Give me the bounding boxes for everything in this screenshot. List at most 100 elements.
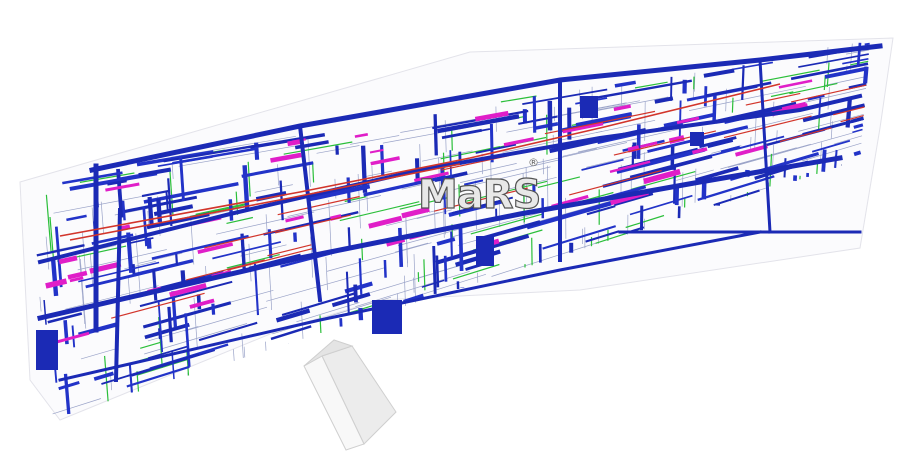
duct-segment xyxy=(142,301,232,329)
light-pipe-segment xyxy=(326,242,432,272)
magenta-pipe-segment xyxy=(58,255,78,265)
duct-segment xyxy=(712,93,717,124)
light-pipe-segment xyxy=(454,166,551,190)
green-pipe-segment xyxy=(283,141,353,155)
green-pipe-segment xyxy=(500,95,537,103)
duct-segment xyxy=(614,80,636,88)
green-pipe-segment xyxy=(45,194,52,252)
duct-segment xyxy=(270,325,312,341)
light-pipe-segment xyxy=(746,112,813,130)
magenta-pipe-segment xyxy=(413,171,449,183)
light-pipe-segment xyxy=(824,76,868,86)
duct-segment xyxy=(36,244,85,257)
duct-segment xyxy=(63,373,71,415)
registered-mark: ® xyxy=(528,156,539,169)
light-pipe-segment xyxy=(497,176,557,193)
magenta-pipe-segment xyxy=(285,215,304,223)
light-pipe-segment xyxy=(644,101,646,141)
mars-logo-text: MaRS xyxy=(418,172,540,218)
light-pipe-segment xyxy=(834,135,863,145)
duct-segment xyxy=(93,371,115,381)
red-pipe-segment xyxy=(779,127,832,143)
light-pipe-segment xyxy=(460,159,561,183)
magenta-pipe-segment xyxy=(368,215,403,229)
light-pipe-segment xyxy=(190,220,195,265)
duct-segment xyxy=(165,190,169,212)
duct-segment xyxy=(581,158,624,171)
light-pipe-segment xyxy=(254,184,293,193)
magenta-pipe-segment xyxy=(105,182,140,192)
light-pipe-segment xyxy=(502,130,603,153)
green-pipe-segment xyxy=(186,350,190,376)
green-pipe-segment xyxy=(137,358,190,376)
light-pipe-segment xyxy=(328,199,332,256)
magenta-pipe-segment xyxy=(287,139,301,147)
duct-segment xyxy=(141,189,170,198)
magenta-pipe-segment xyxy=(627,145,640,153)
green-pipe-segment xyxy=(361,238,364,261)
duct-segment xyxy=(121,200,126,221)
duct-segment xyxy=(421,279,445,288)
duct-segment xyxy=(699,136,737,149)
magenta-pipe-segment xyxy=(369,148,384,154)
duct-segment xyxy=(443,255,448,282)
mars-logo: MaRS ® xyxy=(417,156,542,219)
light-pipe-segment xyxy=(325,256,328,291)
light-pipe-segment xyxy=(65,285,159,310)
light-pipe-segment xyxy=(421,150,473,162)
light-pipe-segment xyxy=(830,121,833,139)
duct-segment xyxy=(575,111,633,128)
duct-segment xyxy=(198,321,258,342)
light-pipe-segment xyxy=(265,214,268,235)
duct-segment xyxy=(398,227,404,267)
green-pipe-segment xyxy=(761,69,820,82)
duct-segment xyxy=(66,214,87,222)
duct-segment xyxy=(308,184,371,202)
duct-segment xyxy=(131,264,136,276)
light-pipe-segment xyxy=(277,164,279,186)
duct-segment xyxy=(58,380,80,391)
light-pipe-segment xyxy=(413,277,415,293)
duct-segment xyxy=(253,263,260,316)
magenta-pipe-segment xyxy=(781,101,806,110)
duct-segment xyxy=(275,308,311,323)
duct-segment xyxy=(345,271,350,314)
duct-segment xyxy=(147,196,154,228)
light-pipe-segment xyxy=(138,252,183,264)
duct-segment xyxy=(139,280,233,308)
magenta-pipe-segment xyxy=(69,276,84,283)
duct-segment xyxy=(790,62,869,81)
light-pipe-segment xyxy=(53,194,149,214)
red-pipe-segment xyxy=(433,187,528,212)
light-pipe-segment xyxy=(366,170,392,177)
duct-segment xyxy=(167,306,173,343)
equipment-blocks xyxy=(36,96,704,370)
light-pipe-segment xyxy=(827,86,830,110)
light-pipe-segment xyxy=(798,113,864,132)
duct-segment xyxy=(172,147,257,165)
duct-segment xyxy=(281,292,356,317)
duct-segment xyxy=(807,94,825,101)
red-pipe-segment xyxy=(277,195,360,216)
duct-segment xyxy=(842,57,869,65)
duct-segment xyxy=(848,82,867,90)
light-pipe-segment xyxy=(491,242,597,277)
magenta-pipe-segment xyxy=(668,135,685,144)
light-pipe-segment xyxy=(400,117,482,133)
duct-segment xyxy=(713,189,760,207)
magenta-pipe-segment xyxy=(45,278,68,289)
magenta-pipe-segment xyxy=(613,104,632,112)
magenta-pipe-segment xyxy=(551,194,589,208)
duct-segment xyxy=(852,128,863,134)
light-pipe-segment xyxy=(420,273,487,296)
magenta-pipe-segment xyxy=(330,214,342,221)
green-pipe-segment xyxy=(470,213,545,235)
duct-segment xyxy=(654,96,674,104)
magenta-pipe-segment xyxy=(676,116,700,125)
light-pipe-segment xyxy=(694,72,696,92)
green-pipe-segment xyxy=(140,341,163,349)
light-pipe-segment xyxy=(147,326,199,342)
magenta-pipe-segment xyxy=(778,79,813,89)
duct-segment xyxy=(437,114,520,134)
